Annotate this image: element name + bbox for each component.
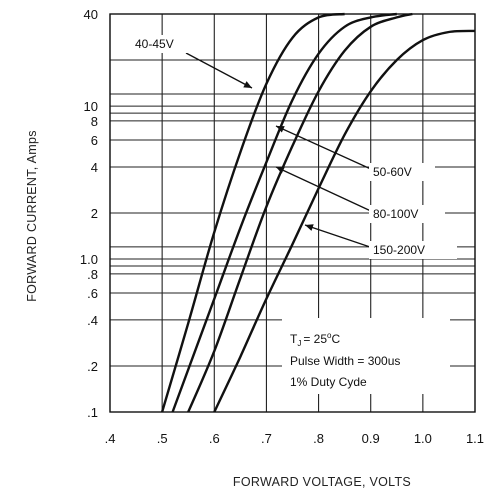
leader-40-45V-arrowhead — [243, 81, 252, 88]
annotation-80-100V: 80-100V — [369, 205, 445, 223]
conditions-pulse-width: Pulse Width = 300us — [290, 354, 400, 368]
leader-80-100V-arrowhead — [276, 167, 285, 174]
x-tick-label: .7 — [261, 431, 272, 446]
leader-150-200V — [304, 224, 374, 249]
leader-50-60V-arrowhead — [276, 126, 285, 133]
conditions-box: TJ = 25oC Pulse Width = 300us 1% Duty Cyd… — [282, 318, 450, 394]
curve-150-200V — [213, 29, 476, 413]
annotation-bg — [369, 163, 435, 181]
x-tick-label: .4 — [105, 431, 116, 446]
y-tick-label: .1 — [87, 405, 98, 420]
y-tick-label: 6 — [91, 133, 98, 148]
y-tick-labels: 40 108 6 4 2 1.0.8 .6 .4 .2 .1 — [80, 7, 98, 420]
annotation-leaders — [185, 52, 374, 249]
x-tick-label: .6 — [209, 431, 220, 446]
annotation-bg — [131, 35, 203, 53]
leader-40-45V — [185, 52, 253, 89]
y-tick-label: .4 — [87, 313, 98, 328]
annotation-label: 40-45V — [135, 37, 174, 51]
y-tick-label: .8 — [87, 267, 98, 282]
y-tick-label: 40 — [84, 7, 98, 22]
plot-frame — [109, 13, 476, 413]
conditions-temperature: TJ = 25oC — [290, 331, 341, 348]
x-tick-label: 0.9 — [362, 431, 380, 446]
conditions-duty-cycle: 1% Duty Cyde — [290, 375, 367, 389]
annotation-label: 150-200V — [373, 243, 425, 257]
curve-50-60V — [171, 12, 397, 413]
leader-80-100V — [275, 166, 374, 213]
y-tick-label: .2 — [87, 359, 98, 374]
annotation-40-45V: 40-45V — [131, 35, 203, 53]
conditions-box-bg — [282, 318, 450, 394]
y-tick-label: 2 — [91, 206, 98, 221]
annotation-label: 80-100V — [373, 207, 418, 221]
y-axis-label: FORWARD CURRENT, Amps — [25, 130, 39, 302]
curve-40-45V — [160, 12, 345, 413]
curve-80-100V — [187, 12, 413, 413]
annotation-bg — [369, 205, 445, 223]
leader-50-60V — [275, 125, 374, 171]
x-tick-labels: .4 .5 .6 .7 .8 0.9 1.0 1.1 — [105, 431, 484, 446]
leader-150-200V-arrowhead — [305, 224, 314, 231]
annotation-50-60V: 50-60V — [369, 163, 435, 181]
x-tick-label: 1.0 — [414, 431, 432, 446]
annotation-150-200V: 150-200V — [369, 241, 457, 259]
x-tick-label: .5 — [157, 431, 168, 446]
y-tick-label: 10 — [84, 99, 98, 114]
y-tick-label: 8 — [91, 114, 98, 129]
x-tick-label: .8 — [313, 431, 324, 446]
x-tick-label: 1.1 — [466, 431, 484, 446]
annotation-bg — [369, 241, 457, 259]
y-tick-label: 4 — [91, 160, 98, 175]
y-tick-label: 1.0 — [80, 252, 98, 267]
y-tick-label: .6 — [87, 286, 98, 301]
annotation-label: 50-60V — [373, 165, 412, 179]
x-axis-label: FORWARD VOLTAGE, VOLTS — [233, 475, 411, 489]
curves — [160, 12, 476, 413]
